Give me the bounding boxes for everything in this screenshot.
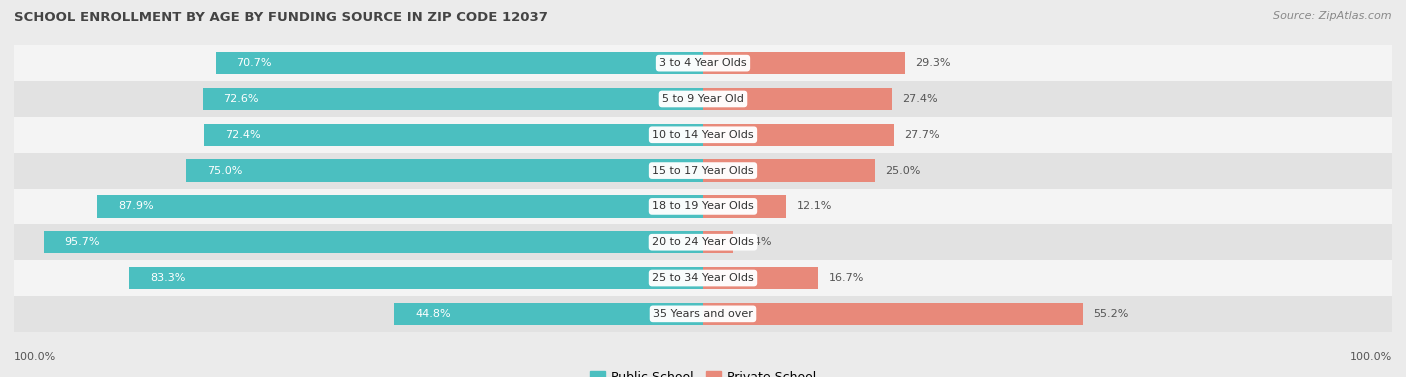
Text: SCHOOL ENROLLMENT BY AGE BY FUNDING SOURCE IN ZIP CODE 12037: SCHOOL ENROLLMENT BY AGE BY FUNDING SOUR… xyxy=(14,11,548,24)
Bar xyxy=(217,52,703,74)
Bar xyxy=(703,231,734,253)
Text: 4.4%: 4.4% xyxy=(744,237,772,247)
Text: Source: ZipAtlas.com: Source: ZipAtlas.com xyxy=(1274,11,1392,21)
Bar xyxy=(703,124,894,146)
Text: 18 to 19 Year Olds: 18 to 19 Year Olds xyxy=(652,201,754,211)
Text: 16.7%: 16.7% xyxy=(828,273,863,283)
Bar xyxy=(186,159,703,182)
Text: 44.8%: 44.8% xyxy=(415,309,451,319)
Bar xyxy=(14,117,1392,153)
Text: 27.7%: 27.7% xyxy=(904,130,939,140)
Bar xyxy=(14,188,1392,224)
Bar xyxy=(14,81,1392,117)
Bar xyxy=(204,124,703,146)
Text: 70.7%: 70.7% xyxy=(236,58,273,68)
Bar xyxy=(202,88,703,110)
Bar xyxy=(14,260,1392,296)
Text: 87.9%: 87.9% xyxy=(118,201,153,211)
Text: 15 to 17 Year Olds: 15 to 17 Year Olds xyxy=(652,166,754,176)
Bar xyxy=(703,159,875,182)
Text: 72.6%: 72.6% xyxy=(224,94,259,104)
Bar xyxy=(129,267,703,289)
Text: 100.0%: 100.0% xyxy=(1350,352,1392,362)
Bar xyxy=(97,195,703,218)
Text: 25 to 34 Year Olds: 25 to 34 Year Olds xyxy=(652,273,754,283)
Text: 3 to 4 Year Olds: 3 to 4 Year Olds xyxy=(659,58,747,68)
Bar xyxy=(703,195,786,218)
Bar xyxy=(394,303,703,325)
Bar xyxy=(14,224,1392,260)
Text: 83.3%: 83.3% xyxy=(150,273,186,283)
Text: 5 to 9 Year Old: 5 to 9 Year Old xyxy=(662,94,744,104)
Text: 25.0%: 25.0% xyxy=(886,166,921,176)
Text: 10 to 14 Year Olds: 10 to 14 Year Olds xyxy=(652,130,754,140)
Text: 12.1%: 12.1% xyxy=(797,201,832,211)
Text: 20 to 24 Year Olds: 20 to 24 Year Olds xyxy=(652,237,754,247)
Text: 95.7%: 95.7% xyxy=(65,237,100,247)
Text: 35 Years and over: 35 Years and over xyxy=(652,309,754,319)
Text: 75.0%: 75.0% xyxy=(207,166,242,176)
Bar xyxy=(14,296,1392,332)
Bar xyxy=(703,52,905,74)
Bar xyxy=(703,303,1083,325)
Text: 72.4%: 72.4% xyxy=(225,130,260,140)
Text: 29.3%: 29.3% xyxy=(915,58,950,68)
Legend: Public School, Private School: Public School, Private School xyxy=(585,366,821,377)
Bar xyxy=(14,45,1392,81)
Bar xyxy=(14,153,1392,188)
Text: 100.0%: 100.0% xyxy=(14,352,56,362)
Bar xyxy=(703,88,891,110)
Text: 27.4%: 27.4% xyxy=(903,94,938,104)
Bar xyxy=(703,267,818,289)
Bar xyxy=(44,231,703,253)
Text: 55.2%: 55.2% xyxy=(1094,309,1129,319)
